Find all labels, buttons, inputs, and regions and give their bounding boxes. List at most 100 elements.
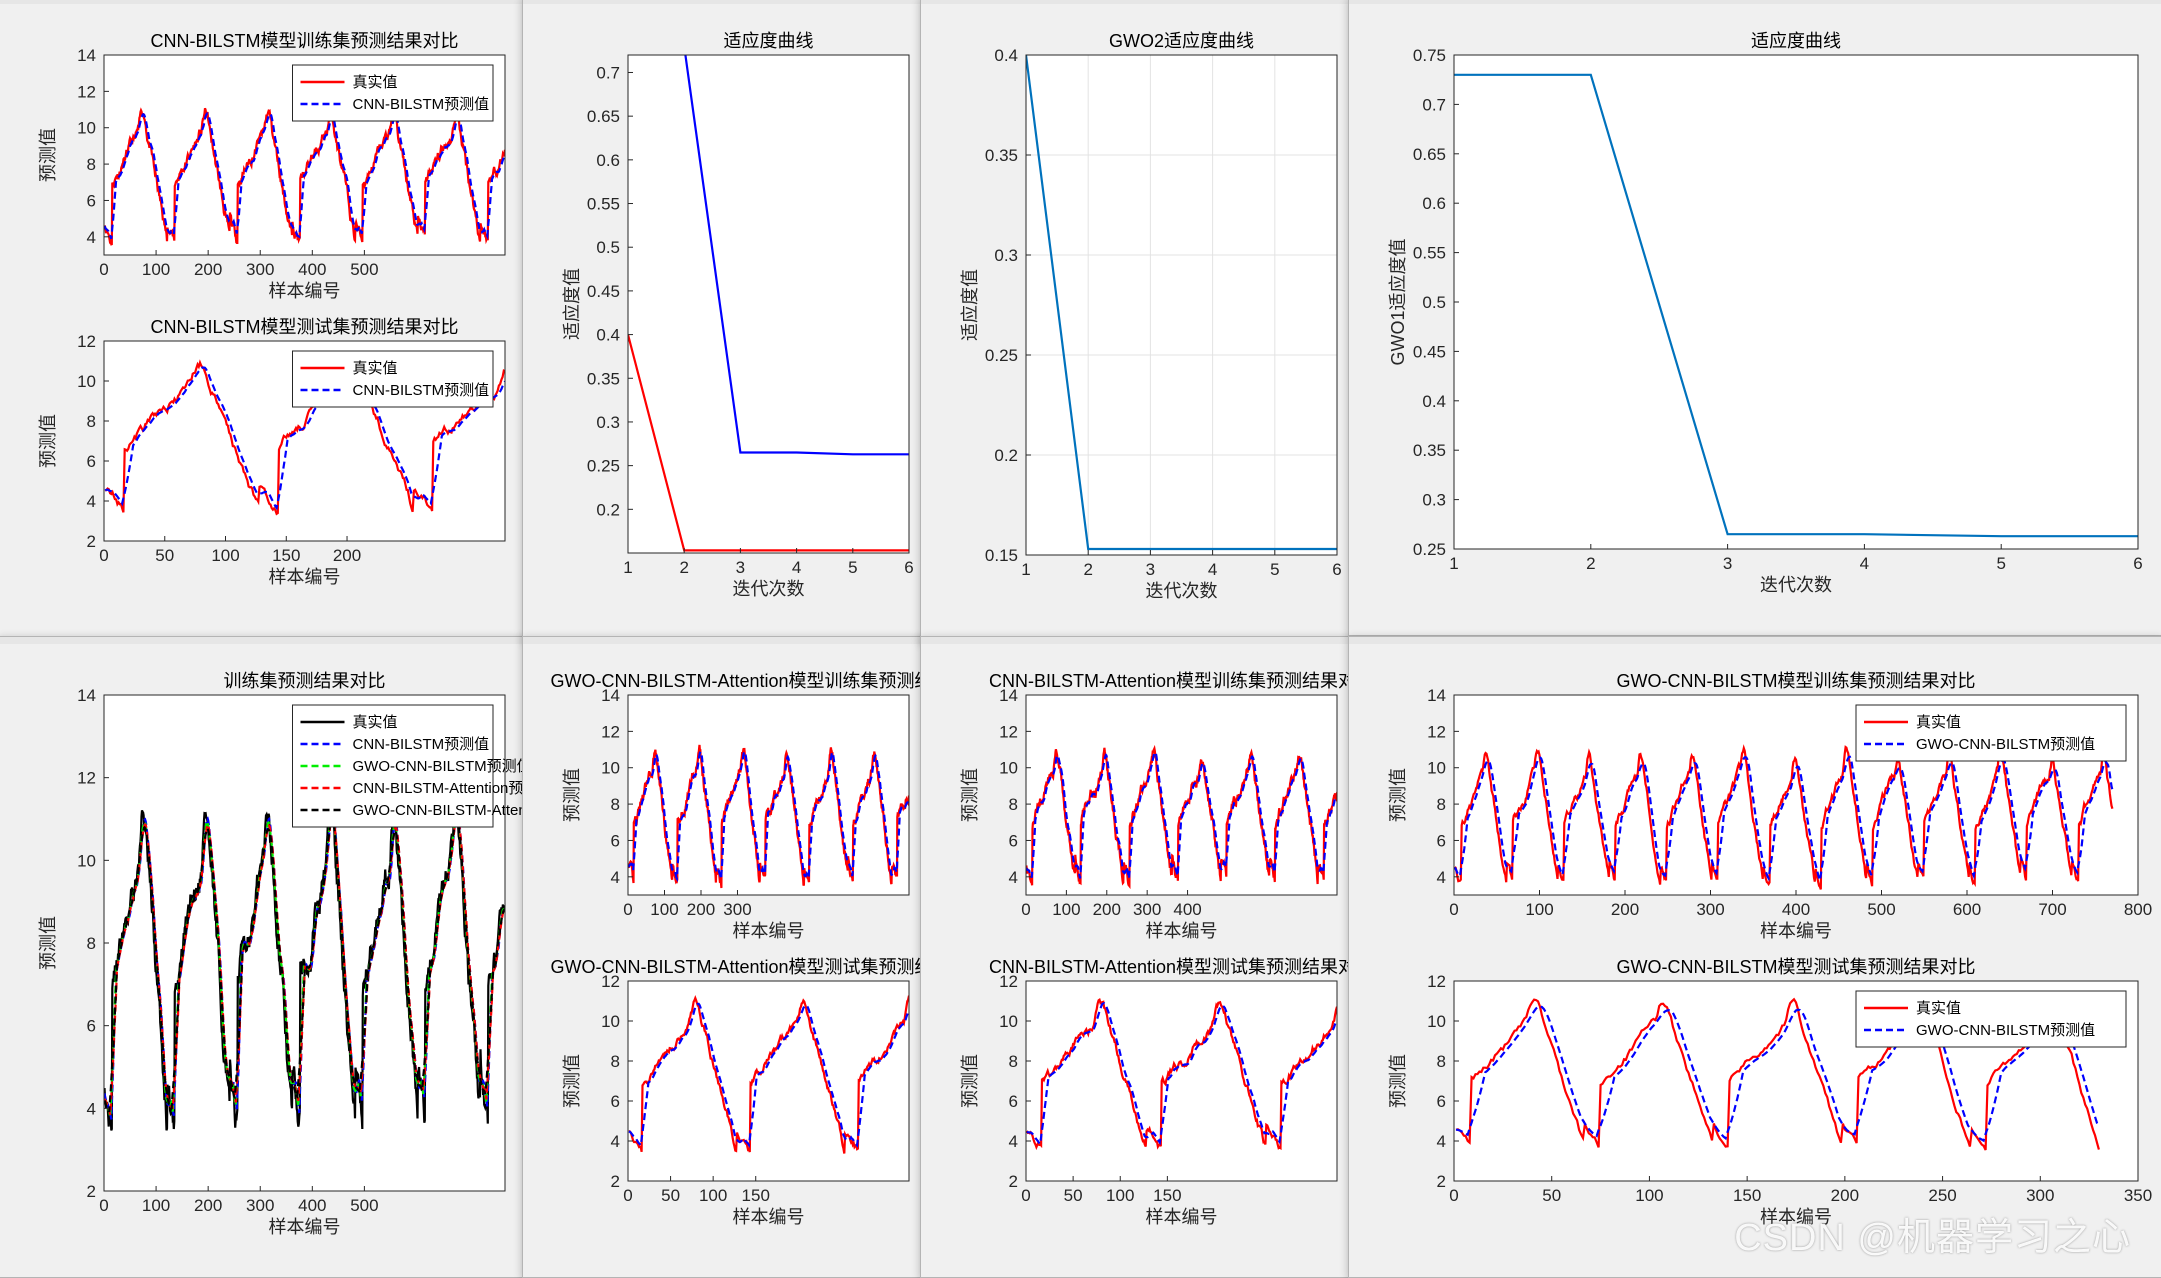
window-strip: [1349, 0, 2161, 4]
legend-label-0: 真实值: [353, 73, 398, 91]
y-tick-label: 0.45: [587, 282, 620, 301]
plot-area: [1454, 55, 2138, 549]
x-tick-label: 6: [2133, 554, 2142, 573]
y-axis-label: 预测值: [960, 1054, 980, 1108]
x-tick-label: 150: [272, 546, 300, 565]
chart-title: GWO-CNN-BILSTM-Attention模型测试集预测结果对比: [550, 957, 933, 977]
x-tick-label: 300: [1133, 900, 1161, 919]
figure-window-cnn-bilstm[interactable]: 0 100 200 300 400 500 4 6 8 10 12 14 CNN-BILSTM模型训练集…: [0, 0, 530, 638]
axes-box: [627, 54, 910, 554]
x-tick-label: 800: [2124, 900, 2152, 919]
chart-0: 0 100 200 300 4 6 8 10 12 14GWO-CNN-BILSTM-Attent…: [550, 671, 933, 941]
y-tick-label: 0.3: [596, 413, 620, 432]
x-axis-label: 样本编号: [733, 1207, 805, 1227]
legend-box: [1855, 990, 2127, 1048]
figure-canvas: 1 2 3 4 5 6 0.2 0.25 0.3 0.35 0.4 0.45 0.5 0.55 0.6 0.6…: [523, 0, 933, 599]
y-tick-label: 8: [1437, 1052, 1446, 1071]
series-line-1: [1455, 1005, 2100, 1143]
y-axis-label: 预测值: [1388, 1054, 1408, 1108]
x-tick-label: 4: [792, 558, 801, 577]
x-tick-label: 100: [699, 1186, 727, 1205]
y-tick-label: 14: [77, 686, 96, 705]
y-tick-label: 4: [611, 868, 620, 887]
x-tick-label: 300: [2026, 1186, 2054, 1205]
chart-title: GWO-CNN-BILSTM-Attention模型训练集预测结果对比: [550, 671, 933, 691]
y-tick-label: 6: [1009, 831, 1018, 850]
figure-window-cnn-bilstm-attention[interactable]: 0 100 200 300 400 4 6 8 10 12 14 CNN-BILSTM-Attenti…: [920, 636, 1362, 1278]
y-tick-label: 0.4: [994, 46, 1018, 65]
y-axis-label: 预测值: [38, 916, 58, 970]
x-tick-label: 100: [1635, 1186, 1663, 1205]
chart-title: GWO2适应度曲线: [1109, 31, 1254, 51]
x-tick-label: 250: [1928, 1186, 1956, 1205]
legend-label-1: CNN-BILSTM预测值: [353, 382, 490, 399]
y-tick-label: 14: [601, 686, 620, 705]
legend-label-1: CNN-BILSTM预测值: [353, 96, 490, 113]
figure-window-gwo2-fitness[interactable]: 1 2 3 4 5 6 0.15 0.2 0.25 0.3 0.35 0.4 GWO2适应度曲线 迭代次数…: [920, 0, 1362, 642]
series-line-0: [1455, 994, 2100, 1151]
figure-window-fitness-curves[interactable]: 1 2 3 4 5 6 0.2 0.25 0.3 0.35 0.4 0.45 0.5 0.55 0.6 0.6…: [522, 0, 934, 640]
legend-box: [292, 350, 494, 408]
x-tick-label: 2: [1083, 560, 1092, 579]
x-tick-label: 600: [1953, 900, 1981, 919]
axes-box: [627, 694, 910, 896]
y-axis-label: 预测值: [562, 1054, 582, 1108]
window-strip: [0, 637, 529, 644]
plot-area: [1026, 55, 1337, 555]
x-tick-label: 0: [99, 546, 108, 565]
plot-area: [1026, 981, 1337, 1181]
legend-label-1: CNN-BILSTM预测值: [353, 736, 490, 753]
legend: 真实值 GWO-CNN-BILSTM预测值: [1855, 704, 2127, 762]
y-tick-label: 4: [87, 228, 96, 247]
x-tick-label: 5: [1996, 554, 2005, 573]
y-tick-label: 0.25: [587, 457, 620, 476]
legend-label-1: GWO-CNN-BILSTM预测值: [1916, 1022, 2095, 1039]
y-tick-label: 12: [77, 332, 96, 351]
window-strip: [523, 637, 933, 644]
x-axis-label: 样本编号: [1760, 1207, 1832, 1227]
chart-title: GWO-CNN-BILSTM模型训练集预测结果对比: [1617, 671, 1976, 691]
x-tick-label: 4: [1208, 560, 1217, 579]
y-tick-label: 0.55: [587, 195, 620, 214]
y-tick-label: 12: [1427, 972, 1446, 991]
y-tick-label: 0.4: [596, 326, 620, 345]
series-line-1: [628, 749, 909, 883]
figure-window-train-comparison[interactable]: 0 100 200 300 400 500 2 4 6 8 10 12 14 训练集预测结果对比 样本编号 预…: [0, 636, 530, 1278]
window-strip: [1349, 637, 2161, 644]
y-axis-label: GWO1适应度值: [1388, 238, 1408, 365]
y-tick-label: 2: [87, 1182, 96, 1201]
figure-window-gwo-cnn-bilstm[interactable]: 0 100 200 300 400 500 600 700 800 4 6 8 10 12 14 GWO-CN…: [1348, 636, 2161, 1278]
x-tick-label: 300: [723, 900, 751, 919]
series-line-0: [1454, 73, 2138, 538]
y-tick-label: 6: [1437, 1092, 1446, 1111]
x-axis-label: 样本编号: [1146, 1207, 1218, 1227]
y-tick-label: 0.35: [1413, 441, 1446, 460]
x-tick-label: 1: [1021, 560, 1030, 579]
x-tick-label: 150: [1733, 1186, 1761, 1205]
x-tick-label: 200: [1831, 1186, 1859, 1205]
x-tick-label: 150: [742, 1186, 770, 1205]
x-tick-label: 100: [650, 900, 678, 919]
y-tick-label: 14: [77, 46, 96, 65]
x-tick-label: 400: [298, 260, 326, 279]
x-tick-label: 3: [736, 558, 745, 577]
y-tick-label: 0.2: [994, 446, 1018, 465]
y-tick-label: 8: [87, 934, 96, 953]
x-tick-label: 0: [1021, 900, 1030, 919]
y-tick-label: 10: [999, 1012, 1018, 1031]
y-axis-label: 预测值: [38, 414, 58, 468]
x-tick-label: 50: [661, 1186, 680, 1205]
figure-window-gwo1-fitness[interactable]: 1 2 3 4 5 6 0.25 0.3 0.35 0.4 0.45 0.5 0.55 0.6 0.65 0.…: [1348, 0, 2161, 636]
x-axis-label: 迭代次数: [733, 579, 805, 599]
series-line-1: [104, 366, 505, 511]
chart-title: CNN-BILSTM模型训练集预测结果对比: [150, 31, 458, 51]
figure-window-gwo-cnn-bilstm-attention[interactable]: 0 100 200 300 4 6 8 10 12 14 GWO-CNN-BILSTM-Attent…: [522, 636, 934, 1278]
figure-canvas: 0 100 200 300 400468101214CNN-BILSTM-Attenti…: [921, 637, 1361, 1227]
y-tick-label: 0.3: [1422, 491, 1446, 510]
y-tick-label: 0.25: [985, 346, 1018, 365]
x-tick-label: 100: [142, 260, 170, 279]
legend-label-0: 真实值: [353, 713, 398, 731]
window-strip: [0, 0, 529, 4]
x-axis-label: 样本编号: [1146, 921, 1218, 941]
y-tick-label: 0.45: [1413, 342, 1446, 361]
